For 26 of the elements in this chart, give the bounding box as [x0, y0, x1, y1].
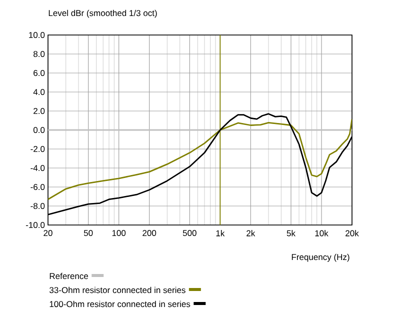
chart-title: Level dBr (smoothed 1/3 oct)	[48, 10, 157, 18]
y-tick-label: 10.0	[29, 32, 45, 38]
y-tick-label: -10.0	[26, 222, 45, 228]
x-tick-label: 500	[182, 230, 196, 236]
x-tick-label: 200	[142, 230, 156, 236]
y-tick-label: -2.0	[30, 146, 45, 152]
x-tick-label: 20	[44, 230, 52, 236]
y-tick-label: 6.0	[34, 70, 45, 76]
x-tick-label: 20k	[346, 230, 359, 236]
y-tick-label: 0.0	[33, 126, 45, 134]
x-axis-title: Frequency (Hz)	[292, 254, 350, 262]
y-tick-label: 4.0	[33, 88, 45, 96]
x-tick-label: 1k	[216, 230, 225, 236]
y-tick-label: -6.0	[30, 184, 45, 190]
x-tick-label: 5k	[286, 230, 296, 236]
y-tick-label: 8.0	[34, 50, 45, 58]
legend-label: 33-Ohm resistor connected in series	[50, 286, 186, 294]
legend-label: Reference	[50, 272, 88, 280]
x-tick-label: 50	[84, 230, 93, 236]
y-tick-label: -4.0	[30, 164, 45, 172]
legend-label: 100-Ohm resistor connected in series	[50, 300, 190, 308]
x-tick-label: 10k	[315, 230, 328, 236]
y-tick-label: -8.0	[30, 202, 45, 210]
y-tick-label: 2.0	[34, 108, 45, 114]
x-tick-label: 100	[112, 230, 126, 236]
x-tick-label: 2k	[246, 230, 256, 236]
